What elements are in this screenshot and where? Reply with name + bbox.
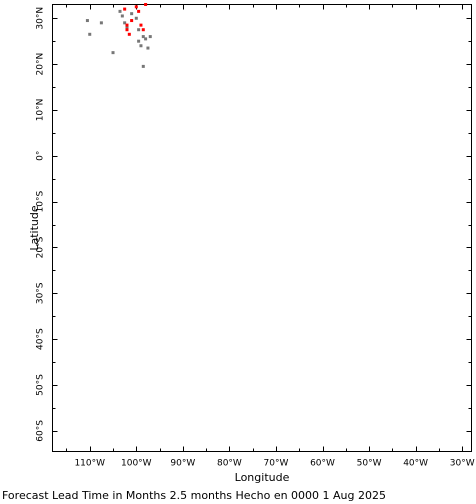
data-point (85, 19, 89, 23)
y-tick-label: 10°N (36, 99, 46, 122)
data-point (125, 25, 129, 29)
x-tick-label: 60°W (310, 459, 335, 469)
x-tick-label: 110°W (74, 459, 105, 469)
data-point (125, 23, 129, 27)
y-tick-label: 20°N (36, 53, 46, 76)
y-tick-label: 20°S (36, 236, 46, 258)
data-point (134, 5, 138, 9)
data-point (120, 14, 124, 18)
x-axis-title: Longitude (235, 471, 290, 484)
data-point (130, 12, 134, 16)
data-point (123, 21, 127, 25)
axis-ticks: 110°W 100°W 90°W 80°W 70°W 60°W 50°W 40°W 30°W 30… (36, 4, 475, 469)
data-point (118, 9, 122, 13)
data-point (141, 35, 145, 39)
data-point (144, 37, 148, 41)
data-point (148, 35, 152, 39)
y-tick-label: 10°S (36, 191, 46, 213)
data-point (134, 16, 138, 20)
x-tick-label: 70°W (264, 459, 289, 469)
y-tick-label: 40°S (36, 328, 46, 350)
data-point (137, 9, 141, 13)
x-tick-label: 50°W (357, 459, 382, 469)
y-tick-label: 30°N (36, 7, 46, 30)
data-point (141, 28, 145, 32)
y-tick-label: 30°S (36, 282, 46, 304)
data-point (146, 46, 150, 50)
data-point (125, 28, 129, 32)
x-tick-label: 100°W (121, 459, 152, 469)
y-tick-label: 60°S (36, 420, 46, 442)
plot-frame (52, 4, 472, 452)
data-point (99, 21, 103, 25)
data-points (85, 3, 152, 68)
data-point (111, 51, 115, 55)
data-point (144, 3, 148, 6)
x-tick-label: 90°W (170, 459, 195, 469)
x-tick-label: 80°W (217, 459, 242, 469)
data-point (127, 32, 131, 36)
x-tick-label: 40°W (403, 459, 428, 469)
data-point (139, 44, 143, 48)
y-axis-title: Latitude (28, 205, 41, 251)
data-point (137, 39, 141, 43)
footer-caption: Forecast Lead Time in Months 2.5 months … (2, 489, 386, 502)
data-point (137, 28, 141, 32)
y-tick-label: 0° (36, 151, 46, 161)
data-point (141, 64, 145, 68)
data-point (139, 23, 143, 27)
data-point (130, 19, 134, 23)
data-point (123, 7, 127, 11)
data-point (88, 32, 92, 36)
y-tick-label: 50°S (36, 374, 46, 396)
x-tick-label: 30°W (450, 459, 475, 469)
